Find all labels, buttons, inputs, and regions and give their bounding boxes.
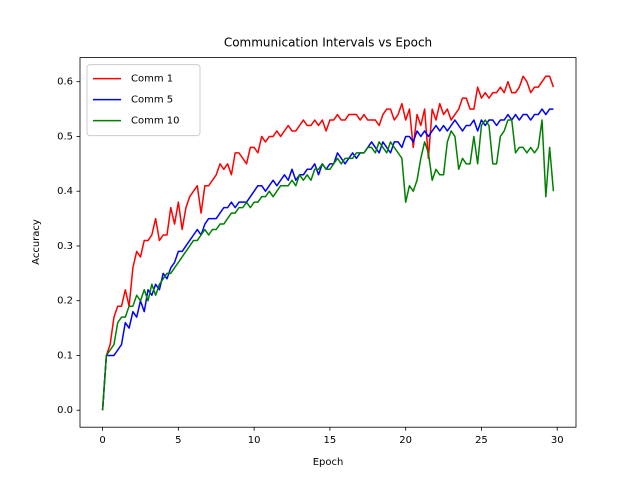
x-tick-label: 5 [175,435,181,446]
y-tick-label: 0.5 [57,131,73,142]
x-tick-label: 15 [324,435,337,446]
y-tick-label: 0.0 [57,405,73,416]
y-axis-label: Accuracy [31,219,42,265]
legend-label: Comm 1 [131,74,173,85]
x-tick-label: 10 [248,435,261,446]
chart-title: Communication Intervals vs Epoch [224,36,432,50]
y-tick-label: 0.6 [57,77,73,88]
series-line [101,119,555,411]
axes-frame [79,57,577,428]
x-tick-label: 20 [399,435,412,446]
x-tick-label: 30 [551,435,564,446]
legend-label: Comm 5 [131,95,173,106]
legend-box [86,64,201,137]
series-line [101,75,555,411]
legend-label: Comm 10 [131,116,180,127]
series-line [101,108,554,411]
x-tick-label: 25 [475,435,488,446]
x-axis-label: Epoch [313,457,344,468]
x-tick-label: 0 [99,435,105,446]
y-tick-label: 0.1 [57,350,73,361]
y-tick-label: 0.3 [57,241,73,252]
y-tick-label: 0.4 [57,186,73,197]
y-tick-label: 0.2 [57,296,73,307]
